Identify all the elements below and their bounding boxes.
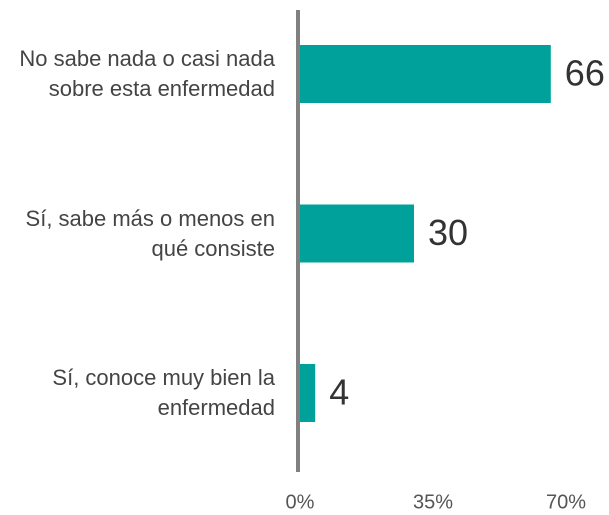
bar	[300, 364, 316, 422]
value-label: 4	[329, 372, 349, 413]
x-tick-label: 70%	[546, 491, 586, 513]
x-tick-label: 35%	[413, 491, 453, 513]
value-label: 66	[565, 53, 605, 94]
bar	[300, 45, 551, 103]
bar	[300, 204, 414, 263]
y-tick-label: Sí, conoce muy bien la enfermedad	[52, 365, 275, 420]
y-tick-label: Sí, sabe más o menos en qué consiste	[25, 205, 275, 261]
x-tick-label: 0%	[286, 491, 315, 513]
y-tick-label: No sabe nada o casi nada sobre esta enfe…	[19, 46, 275, 101]
value-label: 30	[428, 212, 468, 253]
